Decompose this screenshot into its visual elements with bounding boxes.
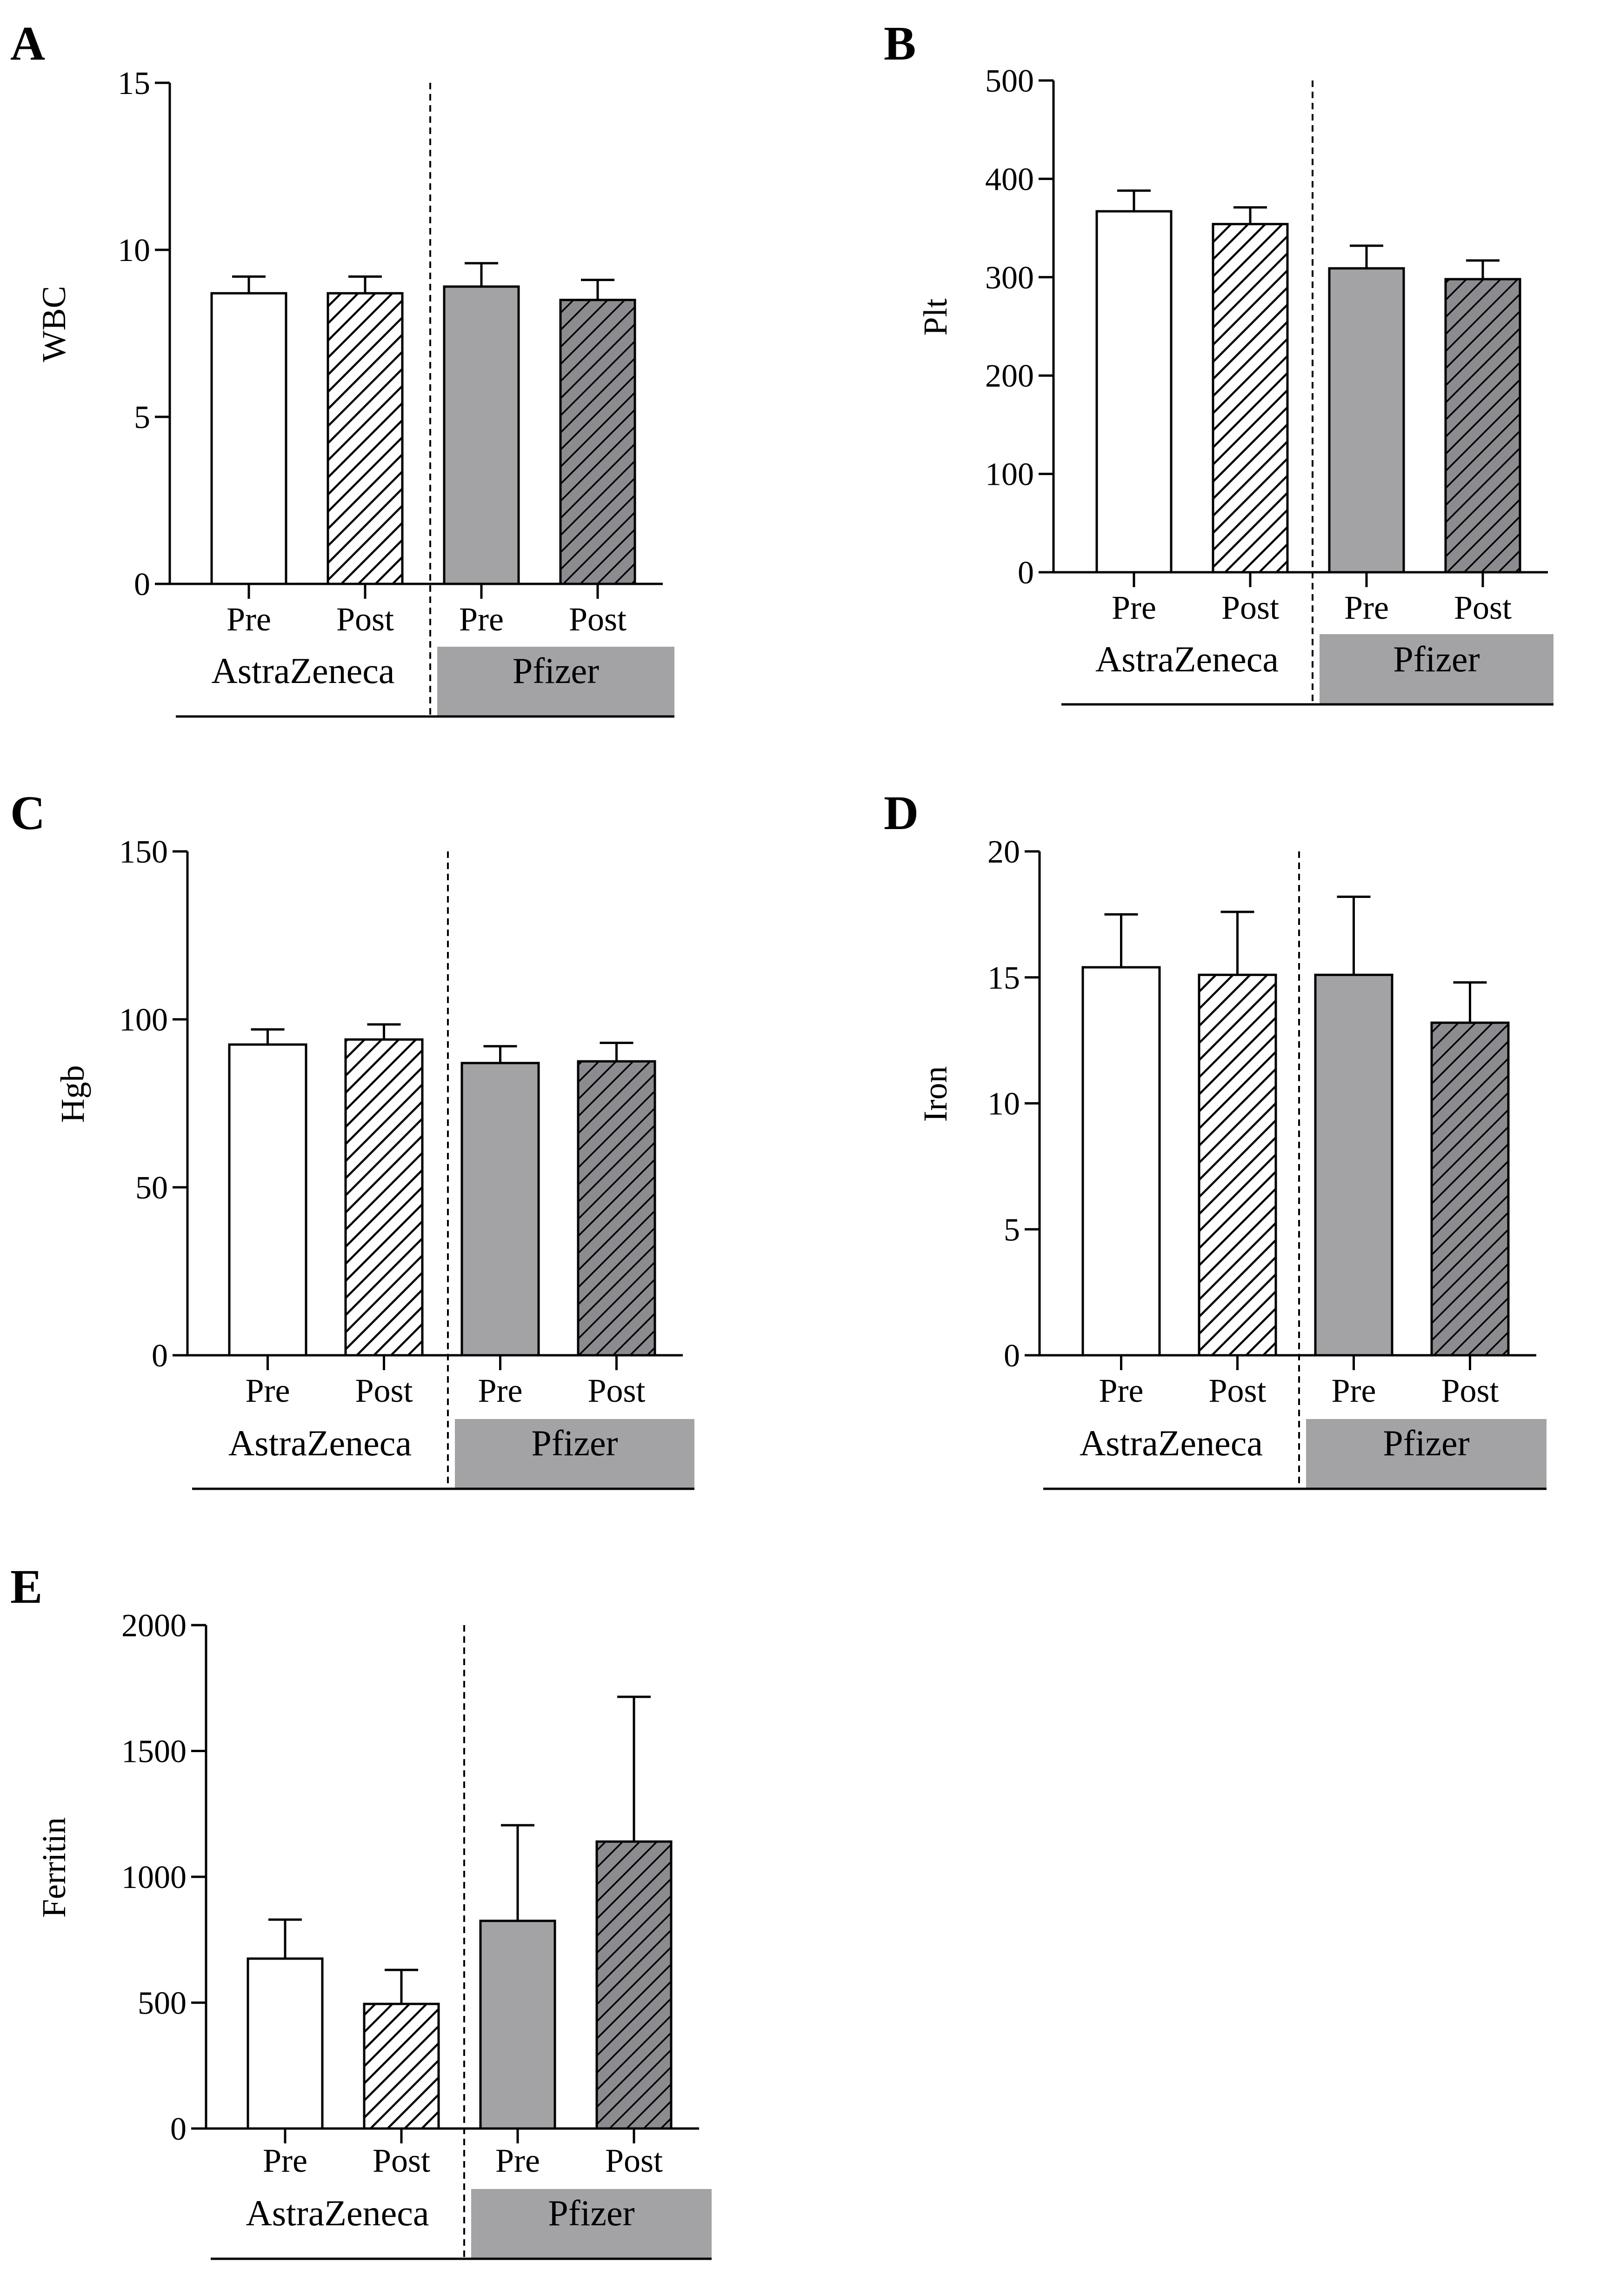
x-tick-label: Post bbox=[1221, 589, 1279, 626]
y-tick-label: 1500 bbox=[121, 1734, 187, 1770]
x-tick-label: Pre bbox=[246, 1372, 290, 1409]
pfizer-group-box bbox=[455, 1419, 694, 1489]
bar bbox=[344, 1038, 424, 1357]
panel-e: E 0 500 1000 1500 2000 Ferritin Pre Post Pre Post A… bbox=[10, 1560, 712, 2260]
y-tick-label: 400 bbox=[985, 161, 1034, 197]
y-tick-label: 150 bbox=[119, 834, 168, 870]
y-tick-label: 0 bbox=[134, 567, 150, 602]
y-tick-label: 300 bbox=[985, 260, 1034, 296]
x-tick-label: Post bbox=[587, 1372, 645, 1409]
y-axis-title: Hgb bbox=[54, 1065, 91, 1123]
y-tick-label: 10 bbox=[118, 233, 150, 268]
bar bbox=[479, 1920, 556, 2130]
group-label-astrazeneca: AstraZeneca bbox=[1080, 1423, 1263, 1463]
bar bbox=[228, 1043, 307, 1357]
bar bbox=[363, 2002, 440, 2130]
y-axis-title: WBC bbox=[35, 286, 73, 362]
pfizer-group-box bbox=[1320, 634, 1553, 705]
y-tick-label: 0 bbox=[1018, 555, 1034, 591]
x-tick-label: Post bbox=[1208, 1372, 1266, 1409]
y-tick-label: 20 bbox=[987, 834, 1020, 870]
group-label-astrazeneca: AstraZeneca bbox=[246, 2193, 429, 2233]
y-tick-label: 50 bbox=[135, 1170, 168, 1206]
bar bbox=[460, 1062, 540, 1357]
y-tick-label: 2000 bbox=[121, 1608, 187, 1644]
bar bbox=[1444, 278, 1521, 574]
x-tick-label: Pre bbox=[1112, 589, 1156, 626]
x-tick-label: Pre bbox=[478, 1372, 523, 1409]
group-label-astrazeneca: AstraZeneca bbox=[1095, 639, 1279, 679]
x-tick-label: Post bbox=[1441, 1372, 1499, 1409]
y-axis-title: Iron bbox=[917, 1066, 954, 1122]
y-tick-label: 0 bbox=[152, 1338, 168, 1374]
panel-letter: C bbox=[10, 786, 45, 840]
pfizer-group-box bbox=[471, 2189, 712, 2259]
y-tick-label: 500 bbox=[985, 63, 1034, 99]
bar bbox=[1198, 973, 1277, 1357]
y-tick-label: 15 bbox=[987, 960, 1020, 996]
panel-d: D 0 5 10 15 20 Iron Pre Post Pre Post AstraZeneca Pf… bbox=[884, 786, 1547, 1490]
bar bbox=[1328, 267, 1405, 574]
x-tick-label: Pre bbox=[1099, 1372, 1144, 1409]
bar bbox=[327, 292, 404, 585]
x-tick-label: Pre bbox=[495, 2142, 540, 2179]
y-tick-label: 1000 bbox=[121, 1860, 187, 1895]
panel-letter: D bbox=[884, 786, 919, 840]
y-tick-label: 0 bbox=[1004, 1338, 1020, 1374]
panel-letter: B bbox=[884, 17, 916, 70]
group-label-pfizer: Pfizer bbox=[548, 2193, 634, 2233]
bar bbox=[1430, 1021, 1510, 1357]
group-label-pfizer: Pfizer bbox=[1393, 639, 1480, 679]
y-tick-label: 500 bbox=[138, 1986, 187, 2022]
y-tick-label: 0 bbox=[170, 2111, 187, 2147]
x-tick-label: Pre bbox=[1344, 589, 1389, 626]
y-tick-label: 100 bbox=[119, 1002, 168, 1038]
y-axis-title: Plt bbox=[917, 298, 954, 335]
group-label-pfizer: Pfizer bbox=[513, 650, 599, 691]
bar bbox=[595, 1840, 673, 2130]
y-tick-label: 200 bbox=[985, 358, 1034, 394]
panel-letter: E bbox=[10, 1560, 42, 1613]
y-tick-label: 100 bbox=[985, 457, 1034, 493]
panel-c: C 0 50 100 150 Hgb Pre Post Pre Post AstraZeneca Pf… bbox=[10, 786, 694, 1490]
y-tick-label: 5 bbox=[1004, 1212, 1020, 1248]
x-tick-label: Post bbox=[373, 2142, 430, 2179]
x-tick-label: Post bbox=[355, 1372, 413, 1409]
panel-b: B 0 100 200 300 400 500 Plt Pre Post Pre Post AstraZ… bbox=[884, 17, 1553, 706]
bar bbox=[1081, 966, 1161, 1357]
x-tick-label: Post bbox=[336, 601, 394, 638]
y-tick-label: 15 bbox=[118, 66, 150, 101]
bar bbox=[443, 285, 520, 585]
pfizer-group-box bbox=[1306, 1419, 1547, 1489]
x-tick-label: Pre bbox=[227, 601, 271, 638]
x-tick-label: Post bbox=[569, 601, 627, 638]
panel-letter: A bbox=[10, 17, 45, 70]
panel-a: A 0 5 10 15 WBC Pre Post Pre Post AstraZeneca Pfize… bbox=[10, 17, 674, 718]
bar bbox=[1314, 973, 1393, 1357]
x-tick-label: Post bbox=[1454, 589, 1512, 626]
bar bbox=[559, 299, 636, 585]
y-tick-label: 5 bbox=[134, 400, 150, 435]
y-tick-label: 10 bbox=[987, 1086, 1020, 1122]
group-label-pfizer: Pfizer bbox=[1383, 1423, 1469, 1463]
x-tick-label: Post bbox=[605, 2142, 663, 2179]
y-axis-title: Ferritin bbox=[35, 1817, 73, 1918]
bar bbox=[210, 292, 287, 585]
bar bbox=[1095, 210, 1173, 574]
group-label-astrazeneca: AstraZeneca bbox=[228, 1423, 412, 1463]
pfizer-group-box bbox=[437, 647, 674, 716]
x-tick-label: Pre bbox=[459, 601, 504, 638]
bar bbox=[577, 1060, 656, 1357]
x-tick-label: Pre bbox=[263, 2142, 307, 2179]
x-tick-label: Pre bbox=[1332, 1372, 1376, 1409]
bar bbox=[247, 1957, 324, 2130]
bar bbox=[1212, 223, 1289, 574]
group-label-astrazeneca: AstraZeneca bbox=[211, 650, 394, 691]
group-label-pfizer: Pfizer bbox=[531, 1423, 618, 1463]
